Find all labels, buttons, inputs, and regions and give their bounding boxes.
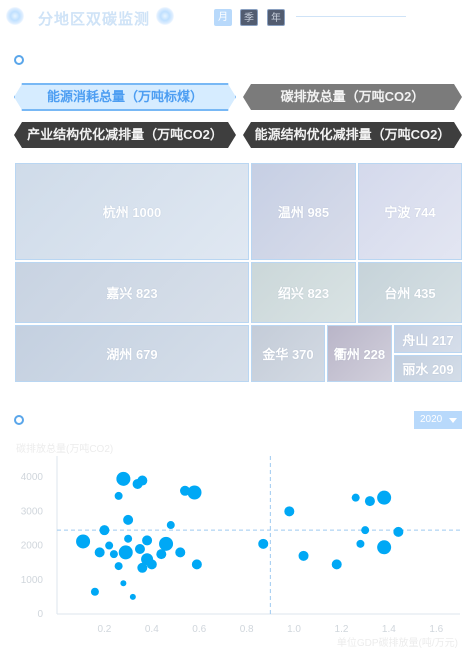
title-glow-left-icon	[6, 7, 24, 25]
scatter-point	[124, 534, 133, 543]
scatter-point	[377, 540, 392, 555]
x-tick-label: 1.4	[382, 624, 396, 635]
y-axis-label: 碳排放总量(万吨CO2)	[16, 442, 113, 455]
scatter-point	[90, 587, 99, 596]
x-tick-label: 1.0	[287, 624, 301, 635]
treemap-cell-taizhou[interactable]: 台州 435	[358, 262, 462, 323]
y-tick-labels: 0 1000 2000 3000 4000	[21, 472, 44, 620]
scatter-point	[166, 521, 175, 530]
scatter-point	[76, 534, 91, 549]
scatter-chart: 碳排放总量(万吨CO2) 单位GDP碳排放量(吨/万元) 0.2 0.4 0.6 0.…	[16, 442, 460, 649]
scatter-point	[109, 550, 118, 559]
title-glow-right-icon	[156, 7, 174, 25]
treemap-cell-huzhou[interactable]: 湖州 679	[15, 325, 249, 382]
treemap-cell-jinhua[interactable]: 金华 370	[251, 325, 325, 382]
scatter-point	[137, 475, 148, 486]
scatter-point	[393, 526, 404, 537]
treemap-cell-quzhou[interactable]: 衢州 228	[327, 325, 392, 382]
chevron-down-icon	[449, 418, 457, 423]
treemap-cell-hangzhou[interactable]: 杭州 1000	[15, 163, 249, 260]
x-tick-label: 1.2	[335, 624, 349, 635]
x-tick-label: 0.6	[192, 624, 206, 635]
scatter-point	[129, 593, 136, 600]
reference-lines	[57, 456, 460, 614]
treemap-cell-wenzhou[interactable]: 温州 985	[251, 163, 356, 260]
y-tick-label: 2000	[21, 541, 44, 552]
header-divider	[296, 16, 406, 17]
scatter-point	[137, 562, 148, 573]
scatter-point	[142, 535, 153, 546]
year-select[interactable]: 2020	[414, 411, 462, 429]
treemap-cell-zhoushan[interactable]: 舟山 217	[394, 325, 462, 353]
treemap-cell-lishui[interactable]: 丽水 209	[394, 355, 462, 382]
scatter-point	[134, 543, 145, 554]
scatter-point	[120, 580, 127, 587]
y-tick-label: 1000	[21, 575, 44, 586]
scatter-point	[114, 491, 123, 500]
period-year-button[interactable]: 年	[267, 9, 285, 26]
scatter-point	[180, 485, 191, 496]
period-quarter-button[interactable]: 季	[240, 9, 258, 26]
scatter-point	[156, 549, 167, 560]
scatter-point	[99, 525, 110, 536]
tab-carbon-emission[interactable]: 碳排放总量（万吨CO2）	[243, 84, 462, 110]
scatter-point	[364, 496, 375, 507]
scatter-point	[191, 559, 202, 570]
x-tick-label: 1.6	[429, 624, 443, 635]
treemap-cell-shaoxing[interactable]: 绍兴 823	[251, 262, 356, 323]
scatter-point	[284, 506, 295, 517]
scatter-points	[76, 471, 404, 600]
scatter-point	[331, 559, 342, 570]
scatter-point	[298, 550, 309, 561]
scatter-point	[356, 539, 365, 548]
treemap-cell-ningbo[interactable]: 宁波 744	[358, 163, 462, 260]
scatter-point	[146, 559, 157, 570]
x-tick-label: 0.4	[145, 624, 159, 635]
scatter-point	[377, 490, 392, 505]
y-tick-label: 4000	[21, 472, 44, 483]
y-tick-label: 3000	[21, 506, 44, 517]
scatter-point	[116, 471, 131, 486]
tab-energy-consumption[interactable]: 能源消耗总量（万吨标煤）	[14, 84, 236, 110]
y-tick-label: 0	[37, 609, 43, 620]
tab-energy-consumption-outline	[14, 83, 236, 111]
scatter-point	[114, 562, 123, 571]
scatter-point	[175, 547, 186, 558]
scatter-point	[123, 514, 134, 525]
x-tick-labels: 0.2 0.4 0.6 0.8 1.0 1.2 1.4 1.6	[97, 624, 443, 635]
scatter-point	[105, 541, 114, 550]
chart-axes	[56, 456, 460, 615]
year-select-value: 2020	[420, 414, 443, 425]
scatter-point	[361, 526, 370, 535]
x-tick-label: 0.2	[97, 624, 111, 635]
tab-industrial-reduction[interactable]: 产业结构优化减排量（万吨CO2）	[14, 122, 236, 148]
scatter-point	[351, 493, 360, 502]
x-tick-label: 0.8	[240, 624, 254, 635]
scatter-point	[187, 485, 202, 500]
treemap-cell-jiaxing[interactable]: 嘉兴 823	[15, 262, 249, 323]
scatter-point	[94, 547, 105, 558]
scatter-point	[258, 538, 269, 549]
tab-energy-structure-reduction[interactable]: 能源结构优化减排量（万吨CO2）	[243, 122, 462, 148]
page-title: 分地区双碳监测	[38, 11, 151, 28]
section-marker-icon	[14, 55, 24, 65]
scatter-point	[118, 545, 133, 560]
scatter-point	[159, 536, 174, 551]
period-month-button[interactable]: 月	[214, 9, 232, 26]
x-axis-label: 单位GDP碳排放量(吨/万元)	[337, 636, 458, 649]
section-marker-icon	[14, 415, 24, 425]
